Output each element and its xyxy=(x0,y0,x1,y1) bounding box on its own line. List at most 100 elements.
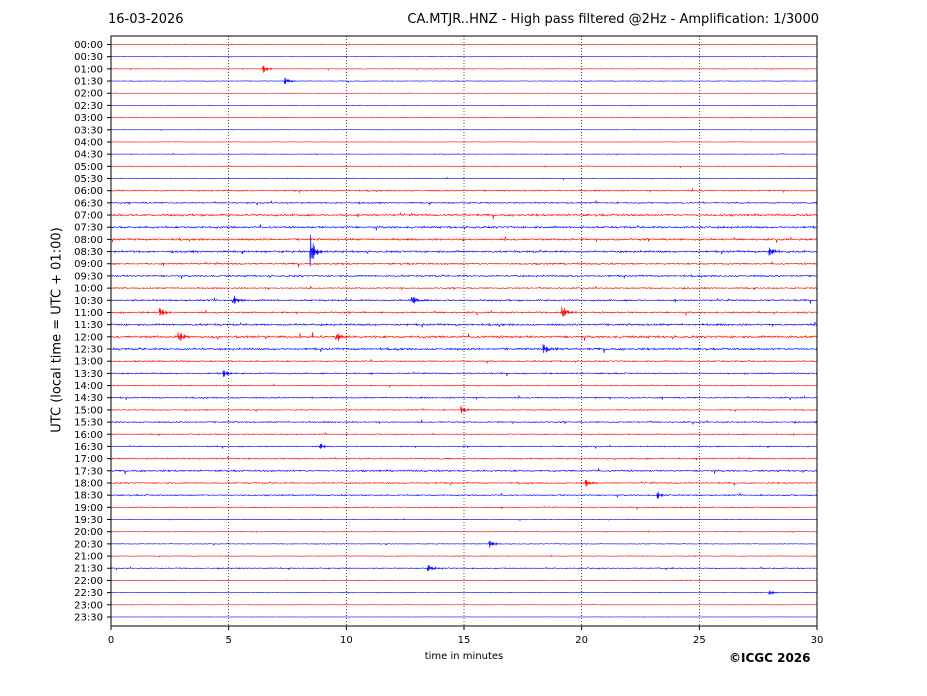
trace-0030 xyxy=(110,55,818,58)
y-tick-label-1900: 19:00 xyxy=(74,503,103,514)
trace-2230 xyxy=(110,590,818,595)
y-tick-label-0000: 00:00 xyxy=(74,40,103,51)
y-tick-label-0130: 01:30 xyxy=(74,77,103,88)
y-tick-label-2230: 22:30 xyxy=(74,588,103,599)
trace-0130 xyxy=(110,77,818,85)
y-tick-label-2100: 21:00 xyxy=(74,552,103,563)
trace-2030 xyxy=(110,540,818,548)
trace-1900 xyxy=(110,505,818,510)
trace-1630 xyxy=(110,443,818,450)
y-tick-label-0300: 03:00 xyxy=(74,113,103,124)
y-tick-label-0400: 04:00 xyxy=(74,137,103,148)
y-tick-label-1300: 13:00 xyxy=(74,357,103,368)
trace-2300 xyxy=(110,603,818,606)
trace-0430 xyxy=(110,152,818,156)
y-tick-label-1500: 15:00 xyxy=(74,405,103,416)
y-tick-label-1400: 14:00 xyxy=(74,381,103,392)
trace-0400 xyxy=(110,141,818,143)
y-tick-label-2300: 23:00 xyxy=(74,600,103,611)
trace-2100 xyxy=(110,554,818,558)
trace-1300 xyxy=(110,359,818,364)
x-tick-label-5: 5 xyxy=(225,635,231,646)
y-tick-label-0630: 06:30 xyxy=(74,198,103,209)
y-tick-label-1830: 18:30 xyxy=(74,491,103,502)
y-tick-label-1000: 10:00 xyxy=(74,284,103,295)
trace-0630 xyxy=(110,199,818,206)
trace-1130 xyxy=(110,321,818,328)
y-tick-label-1100: 11:00 xyxy=(74,308,103,319)
x-tick-label-30: 30 xyxy=(811,635,824,646)
y-tick-label-0930: 09:30 xyxy=(74,271,103,282)
trace-1600 xyxy=(110,431,818,437)
copyright-label: ©ICGC 2026 xyxy=(729,651,811,665)
y-tick-label-0500: 05:00 xyxy=(74,162,103,173)
y-tick-label-1800: 18:00 xyxy=(74,478,103,489)
trace-1230 xyxy=(110,344,818,354)
y-tick-label-0230: 02:30 xyxy=(74,101,103,112)
trace-1000 xyxy=(110,285,818,291)
y-tick-label-1200: 12:00 xyxy=(74,332,103,343)
chart-title: CA.MTJR..HNZ - High pass filtered @2Hz -… xyxy=(407,12,819,27)
trace-0000 xyxy=(110,43,818,46)
trace-0830 xyxy=(110,234,818,267)
trace-1830 xyxy=(110,491,818,499)
y-tick-label-2130: 21:30 xyxy=(74,564,103,575)
trace-2200 xyxy=(110,579,818,582)
trace-1030 xyxy=(110,295,818,304)
y-tick-label-0730: 07:30 xyxy=(74,223,103,234)
y-tick-label-1230: 12:30 xyxy=(74,345,103,356)
trace-0100 xyxy=(110,65,818,73)
y-tick-label-1600: 16:00 xyxy=(74,430,103,441)
y-tick-label-2030: 20:30 xyxy=(74,539,103,550)
x-tick-label-20: 20 xyxy=(575,635,588,646)
trace-0500 xyxy=(110,165,818,169)
trace-1530 xyxy=(110,419,818,425)
trace-1800 xyxy=(110,479,818,487)
y-tick-label-1530: 15:30 xyxy=(74,418,103,429)
trace-0700 xyxy=(110,211,818,220)
seismic-traces xyxy=(110,43,818,618)
trace-1430 xyxy=(110,394,818,401)
trace-1700 xyxy=(110,455,818,461)
trace-1100 xyxy=(110,306,818,317)
y-tick-label-0600: 06:00 xyxy=(74,186,103,197)
trace-0800 xyxy=(110,236,818,243)
trace-0330 xyxy=(110,128,818,131)
trace-0930 xyxy=(110,273,818,279)
y-tick-label-1630: 16:30 xyxy=(74,442,103,453)
y-tick-label-1330: 13:30 xyxy=(74,369,103,380)
trace-1400 xyxy=(110,383,818,389)
y-tick-label-1730: 17:30 xyxy=(74,466,103,477)
y-tick-label-0900: 09:00 xyxy=(74,259,103,270)
trace-1730 xyxy=(110,468,818,475)
plot-frame xyxy=(110,35,818,627)
trace-0730 xyxy=(110,224,818,231)
trace-0230 xyxy=(110,104,818,107)
y-tick-label-0830: 08:30 xyxy=(74,247,103,258)
y-tick-label-0530: 05:30 xyxy=(74,174,103,185)
trace-1500 xyxy=(110,405,818,414)
y-tick-label-1700: 17:00 xyxy=(74,454,103,465)
y-tick-label-2200: 22:00 xyxy=(74,576,103,587)
trace-1330 xyxy=(110,369,818,377)
trace-0900 xyxy=(110,261,818,268)
y-tick-label-0030: 00:30 xyxy=(74,52,103,63)
grid-lines xyxy=(228,36,700,626)
y-tick-label-0430: 04:30 xyxy=(74,150,103,161)
y-tick-label-1930: 19:30 xyxy=(74,515,103,526)
y-tick-label-0330: 03:30 xyxy=(74,125,103,136)
x-axis-label: time in minutes xyxy=(424,651,504,662)
y-tick-label-0100: 01:00 xyxy=(74,64,103,75)
trace-2000 xyxy=(110,530,818,534)
y-tick-label-0700: 07:00 xyxy=(74,211,103,222)
trace-1930 xyxy=(110,517,818,522)
y-tick-label-1130: 11:30 xyxy=(74,320,103,331)
y-tick-label-0200: 02:00 xyxy=(74,89,103,100)
y-tick-label-0800: 08:00 xyxy=(74,235,103,246)
y-tick-label-2330: 23:30 xyxy=(74,612,103,623)
y-tick-label-2000: 20:00 xyxy=(74,527,103,538)
date-label: 16-03-2026 xyxy=(108,12,184,27)
trace-0200 xyxy=(110,92,818,95)
x-tick-label-15: 15 xyxy=(458,635,471,646)
